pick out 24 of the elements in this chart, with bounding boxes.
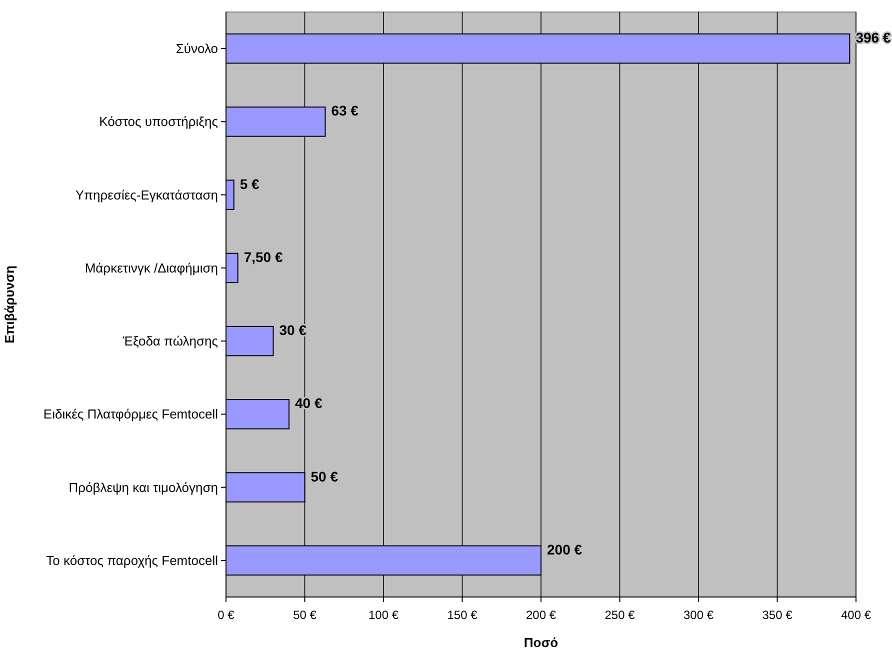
x-tick-label: 50 € [293, 608, 317, 622]
x-tick-label: 150 € [447, 608, 478, 622]
y-tick-label: Έξοδα πώλησης [122, 334, 218, 349]
x-tick-label: 100 € [368, 608, 399, 622]
x-tick-label: 0 € [218, 608, 235, 622]
x-axis-title: Ποσό [524, 635, 558, 650]
y-tick-label: Κόστος υποστήριξης [99, 114, 218, 130]
data-label: 50 € [310, 468, 338, 484]
x-tick-label: 300 € [683, 608, 714, 622]
data-label: 200 € [547, 541, 582, 558]
x-tick-label: 350 € [762, 608, 793, 622]
y-tick-label: Σύνολο [176, 41, 218, 56]
y-tick-label: Πρόβλεψη και τιμολόγηση [68, 480, 218, 495]
x-tick-label: 400 € [840, 608, 872, 622]
x-tick-label: 200 € [526, 608, 556, 622]
y-tick-label: Ειδικές Πλατφόρμες Femtocell [43, 406, 218, 422]
y-tick-label: Μάρκετινγκ /Διαφήμιση [84, 260, 218, 276]
data-label: 63 € [331, 102, 359, 119]
x-tick-label: 250 € [604, 608, 636, 622]
y-tick-label: Το κόστος παροχής Femtocell [46, 552, 218, 568]
data-label: 7,50 € [244, 248, 283, 265]
y-tick-label: Υπηρεσίες-Εγκατάσταση [75, 187, 218, 202]
y-axis-title: Επιβάρυνση [2, 266, 17, 344]
data-label: 5 € [240, 176, 260, 192]
